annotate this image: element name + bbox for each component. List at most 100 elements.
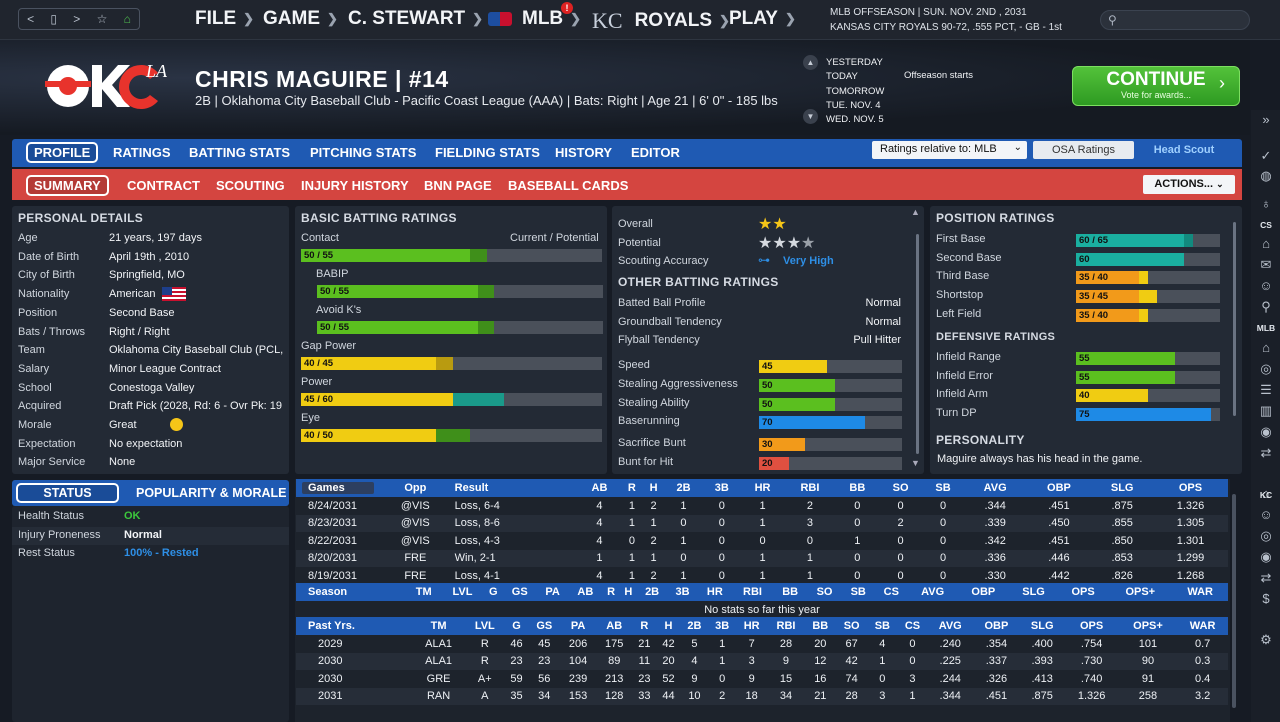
column-header[interactable]: LVL	[440, 583, 485, 601]
column-header[interactable]: LVL	[465, 617, 505, 635]
tab-bnn-page[interactable]: BNN PAGE	[424, 178, 492, 193]
scroll-down-icon[interactable]: ▼	[911, 458, 920, 468]
column-header[interactable]: AB	[577, 479, 622, 497]
column-header[interactable]: OBP	[1026, 479, 1092, 497]
target-icon[interactable]: ◎	[1260, 361, 1272, 376]
column-header[interactable]: OPS	[1058, 583, 1109, 601]
column-header[interactable]: G	[484, 583, 503, 601]
home-icon[interactable]: ⌂	[1262, 340, 1270, 355]
column-header[interactable]: OPS	[1152, 479, 1228, 497]
column-header[interactable]: Opp	[376, 479, 455, 497]
search-input[interactable]: ⚲	[1100, 10, 1250, 30]
menu-royals[interactable]: KC ROYALS ❯	[592, 8, 730, 34]
column-header[interactable]: 2B	[636, 583, 668, 601]
column-header[interactable]: AVG	[927, 617, 973, 635]
column-header[interactable]: WAR	[1172, 583, 1228, 601]
continue-button[interactable]: CONTINUE Vote for awards... ›	[1072, 66, 1240, 106]
table-row[interactable]: 2029 ALA1 R 46 45 206 175 21 42 5 1 7 28 20 67 4 0 .240 .3…	[296, 635, 1228, 653]
column-header[interactable]: TM	[406, 583, 441, 601]
column-header[interactable]: CS	[897, 617, 928, 635]
scroll-up-icon[interactable]: ▲	[911, 207, 920, 217]
column-header[interactable]: RBI	[767, 617, 805, 635]
tab-batting-stats[interactable]: BATTING STATS	[189, 145, 291, 160]
column-header[interactable]: AVG	[907, 583, 958, 601]
column-header[interactable]: Result	[454, 479, 578, 497]
column-header[interactable]: SO	[807, 583, 842, 601]
column-header[interactable]: 2B	[680, 617, 709, 635]
people-icon[interactable]: ☺	[1259, 278, 1273, 293]
column-header[interactable]: BB	[835, 479, 879, 497]
menu-mlb[interactable]: MLB! ❯	[488, 2, 581, 30]
column-header[interactable]: OBP	[972, 617, 1020, 635]
date-down-icon[interactable]: ▼	[803, 109, 818, 124]
table-row[interactable]: 2031 RAN A 35 34 153 128 33 44 10 2 18 34 21 28 3 1 .344.…	[296, 687, 1228, 705]
date-item[interactable]: WED. NOV. 5	[826, 114, 884, 126]
tab-ratings[interactable]: RATINGS	[113, 145, 171, 160]
table-row[interactable]: 2030 ALA1 R 23 23 104 89 11 20 4 1 3 9 12 42 1 0 .225 .337…	[296, 652, 1228, 670]
column-header[interactable]: BB	[804, 617, 836, 635]
swap-icon[interactable]: ⇄	[1260, 570, 1272, 585]
baseball-icon[interactable]: ◉	[1260, 424, 1272, 439]
scrollbar[interactable]	[916, 234, 919, 454]
column-header[interactable]: R	[621, 479, 643, 497]
column-header[interactable]: H	[619, 583, 637, 601]
column-header[interactable]: PA	[559, 617, 597, 635]
tab-popularity-morale[interactable]: POPULARITY & MORALE	[136, 486, 287, 500]
column-header[interactable]: Season	[296, 583, 407, 601]
tab-status[interactable]: STATUS	[16, 483, 119, 503]
menu-game[interactable]: GAME ❯	[263, 8, 338, 30]
column-header[interactable]: SB	[867, 617, 898, 635]
people-icon[interactable]: ☺	[1259, 507, 1273, 522]
date-item[interactable]: TUE. NOV. 4	[826, 99, 881, 111]
home-icon[interactable]: ⌂	[1262, 236, 1270, 251]
baseball-icon[interactable]: ◉	[1260, 549, 1272, 564]
column-header[interactable]: OBP	[957, 583, 1010, 601]
column-header[interactable]: SO	[835, 617, 868, 635]
column-header[interactable]: WAR	[1177, 617, 1228, 635]
bulb-icon[interactable]: ♁	[1261, 196, 1271, 211]
column-header[interactable]: RBI	[784, 479, 836, 497]
column-header[interactable]: 3B	[708, 617, 736, 635]
column-header[interactable]: AB	[568, 583, 603, 601]
column-header[interactable]: R	[602, 583, 620, 601]
menu-play[interactable]: PLAY ❯	[729, 8, 796, 30]
date-item[interactable]: YESTERDAY	[826, 57, 883, 68]
column-header[interactable]: SB	[841, 583, 875, 601]
swap-icon[interactable]: ⇄	[1260, 445, 1272, 460]
dollar-icon[interactable]: $	[1262, 591, 1270, 606]
column-header[interactable]: SB	[922, 479, 964, 497]
scrollbar[interactable]	[1233, 222, 1236, 416]
osa-ratings-toggle[interactable]: OSA Ratings	[1033, 141, 1134, 159]
tab-contract[interactable]: CONTRACT	[127, 178, 200, 193]
tab-pitching-stats[interactable]: PITCHING STATS	[310, 145, 417, 160]
date-item[interactable]: TOMORROW	[826, 85, 885, 97]
column-header[interactable]: OPS+	[1118, 617, 1178, 635]
column-header[interactable]: TM	[412, 617, 466, 635]
column-header[interactable]: OPS+	[1108, 583, 1173, 601]
home-icon[interactable]: ⌂	[123, 12, 131, 26]
menu-manager[interactable]: C. STEWART ❯	[348, 8, 483, 30]
star-icon[interactable]: ☆	[96, 12, 108, 26]
column-header[interactable]: HR	[697, 583, 733, 601]
column-header[interactable]: AB	[596, 617, 633, 635]
scrollbar[interactable]	[1232, 494, 1236, 708]
column-header[interactable]: SLG	[1009, 583, 1058, 601]
mail-icon[interactable]: ✉	[1260, 257, 1272, 272]
globe-icon[interactable]: ◍	[1260, 168, 1272, 183]
chart-icon[interactable]: ▥	[1259, 403, 1273, 418]
ratings-relative-select[interactable]: Ratings relative to: MLB ⌄	[872, 141, 1027, 159]
date-item[interactable]: TODAY	[826, 71, 858, 83]
column-header[interactable]: 2B	[664, 479, 703, 497]
games-select[interactable]: Games	[296, 479, 376, 497]
menu-file[interactable]: FILE ❯	[195, 8, 254, 30]
actions-button[interactable]: ACTIONS... ⌄	[1143, 175, 1235, 194]
table-row[interactable]: 8/19/2031 FRE Loss, 4-1 4 1 2 1 0 1 1 0 0 0 .330 .442.…	[296, 567, 1228, 585]
tab-scouting[interactable]: SCOUTING	[216, 178, 285, 193]
column-header[interactable]: SLG	[1091, 479, 1153, 497]
column-header[interactable]: 3B	[667, 583, 698, 601]
tab-fielding-stats[interactable]: FIELDING STATS	[435, 145, 540, 160]
column-header[interactable]: RBI	[732, 583, 773, 601]
tab-summary[interactable]: SUMMARY	[26, 175, 109, 196]
tab-history[interactable]: HISTORY	[555, 145, 613, 160]
column-header[interactable]: SLG	[1019, 617, 1065, 635]
